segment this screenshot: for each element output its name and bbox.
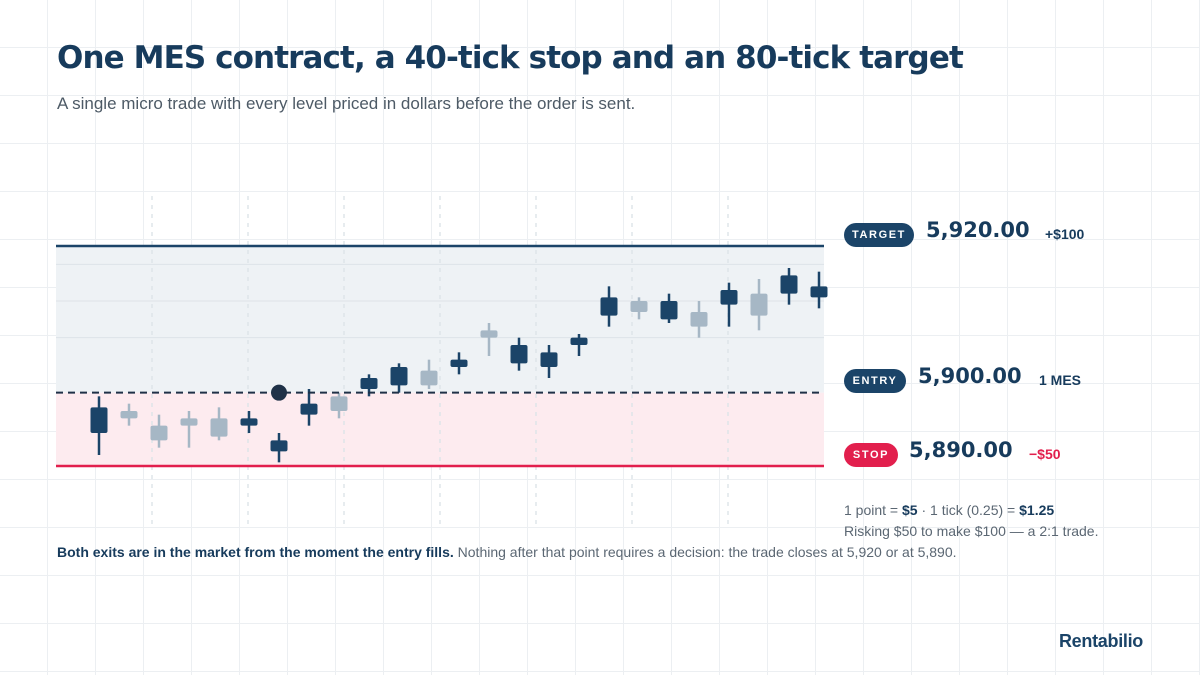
vertical-gridlines xyxy=(151,196,729,524)
stop-price: 5,890.00 xyxy=(909,438,1013,462)
candle-6 xyxy=(240,411,258,433)
entry-fill-marker xyxy=(271,384,287,401)
stop-badge: STOP xyxy=(844,443,898,467)
entry-badge: ENTRY xyxy=(844,369,906,393)
risk-reward-note: Risking $50 to make $100 — a 2:1 trade. xyxy=(844,523,1099,539)
candle-25 xyxy=(810,271,828,309)
point-tick-value: 1 point = $5 · 1 tick (0.25) = $1.25 xyxy=(844,502,1055,518)
candle-8 xyxy=(300,389,318,426)
candle-18 xyxy=(600,286,618,327)
candle-20 xyxy=(660,293,678,323)
candle-14 xyxy=(480,323,498,356)
candle-9 xyxy=(330,392,348,419)
candle-3 xyxy=(150,414,168,448)
candle-13 xyxy=(450,352,468,375)
candle-4 xyxy=(180,411,198,448)
candle-22 xyxy=(720,282,738,327)
candle-16 xyxy=(540,345,558,378)
candle-11 xyxy=(390,363,408,393)
candle-1 xyxy=(90,396,108,455)
candle-5 xyxy=(210,407,228,441)
candle-21 xyxy=(690,301,708,338)
candle-19 xyxy=(630,297,648,320)
entry-price: 5,900.00 xyxy=(918,364,1022,388)
candle-23 xyxy=(750,279,768,331)
candles xyxy=(90,268,828,463)
horizontal-gridlines xyxy=(56,263,824,339)
stop-risk: −$50 xyxy=(1029,446,1061,462)
candle-2 xyxy=(120,403,138,426)
target-reward: +$100 xyxy=(1045,226,1085,242)
candle-12 xyxy=(420,359,438,389)
brand-logo: Rentabilio xyxy=(1058,631,1143,651)
candle-15 xyxy=(510,337,528,371)
page-subtitle: A single micro trade with every level pr… xyxy=(57,94,636,113)
page-title: One MES contract, a 40-tick stop and an … xyxy=(57,40,964,76)
candle-24 xyxy=(780,268,798,305)
target-price: 5,920.00 xyxy=(926,218,1030,242)
candle-7 xyxy=(270,433,288,463)
footnote: Both exits are in the market from the mo… xyxy=(57,544,957,560)
target-badge: TARGET xyxy=(844,223,914,247)
candle-17 xyxy=(570,334,588,356)
entry-size: 1 MES xyxy=(1039,372,1082,388)
